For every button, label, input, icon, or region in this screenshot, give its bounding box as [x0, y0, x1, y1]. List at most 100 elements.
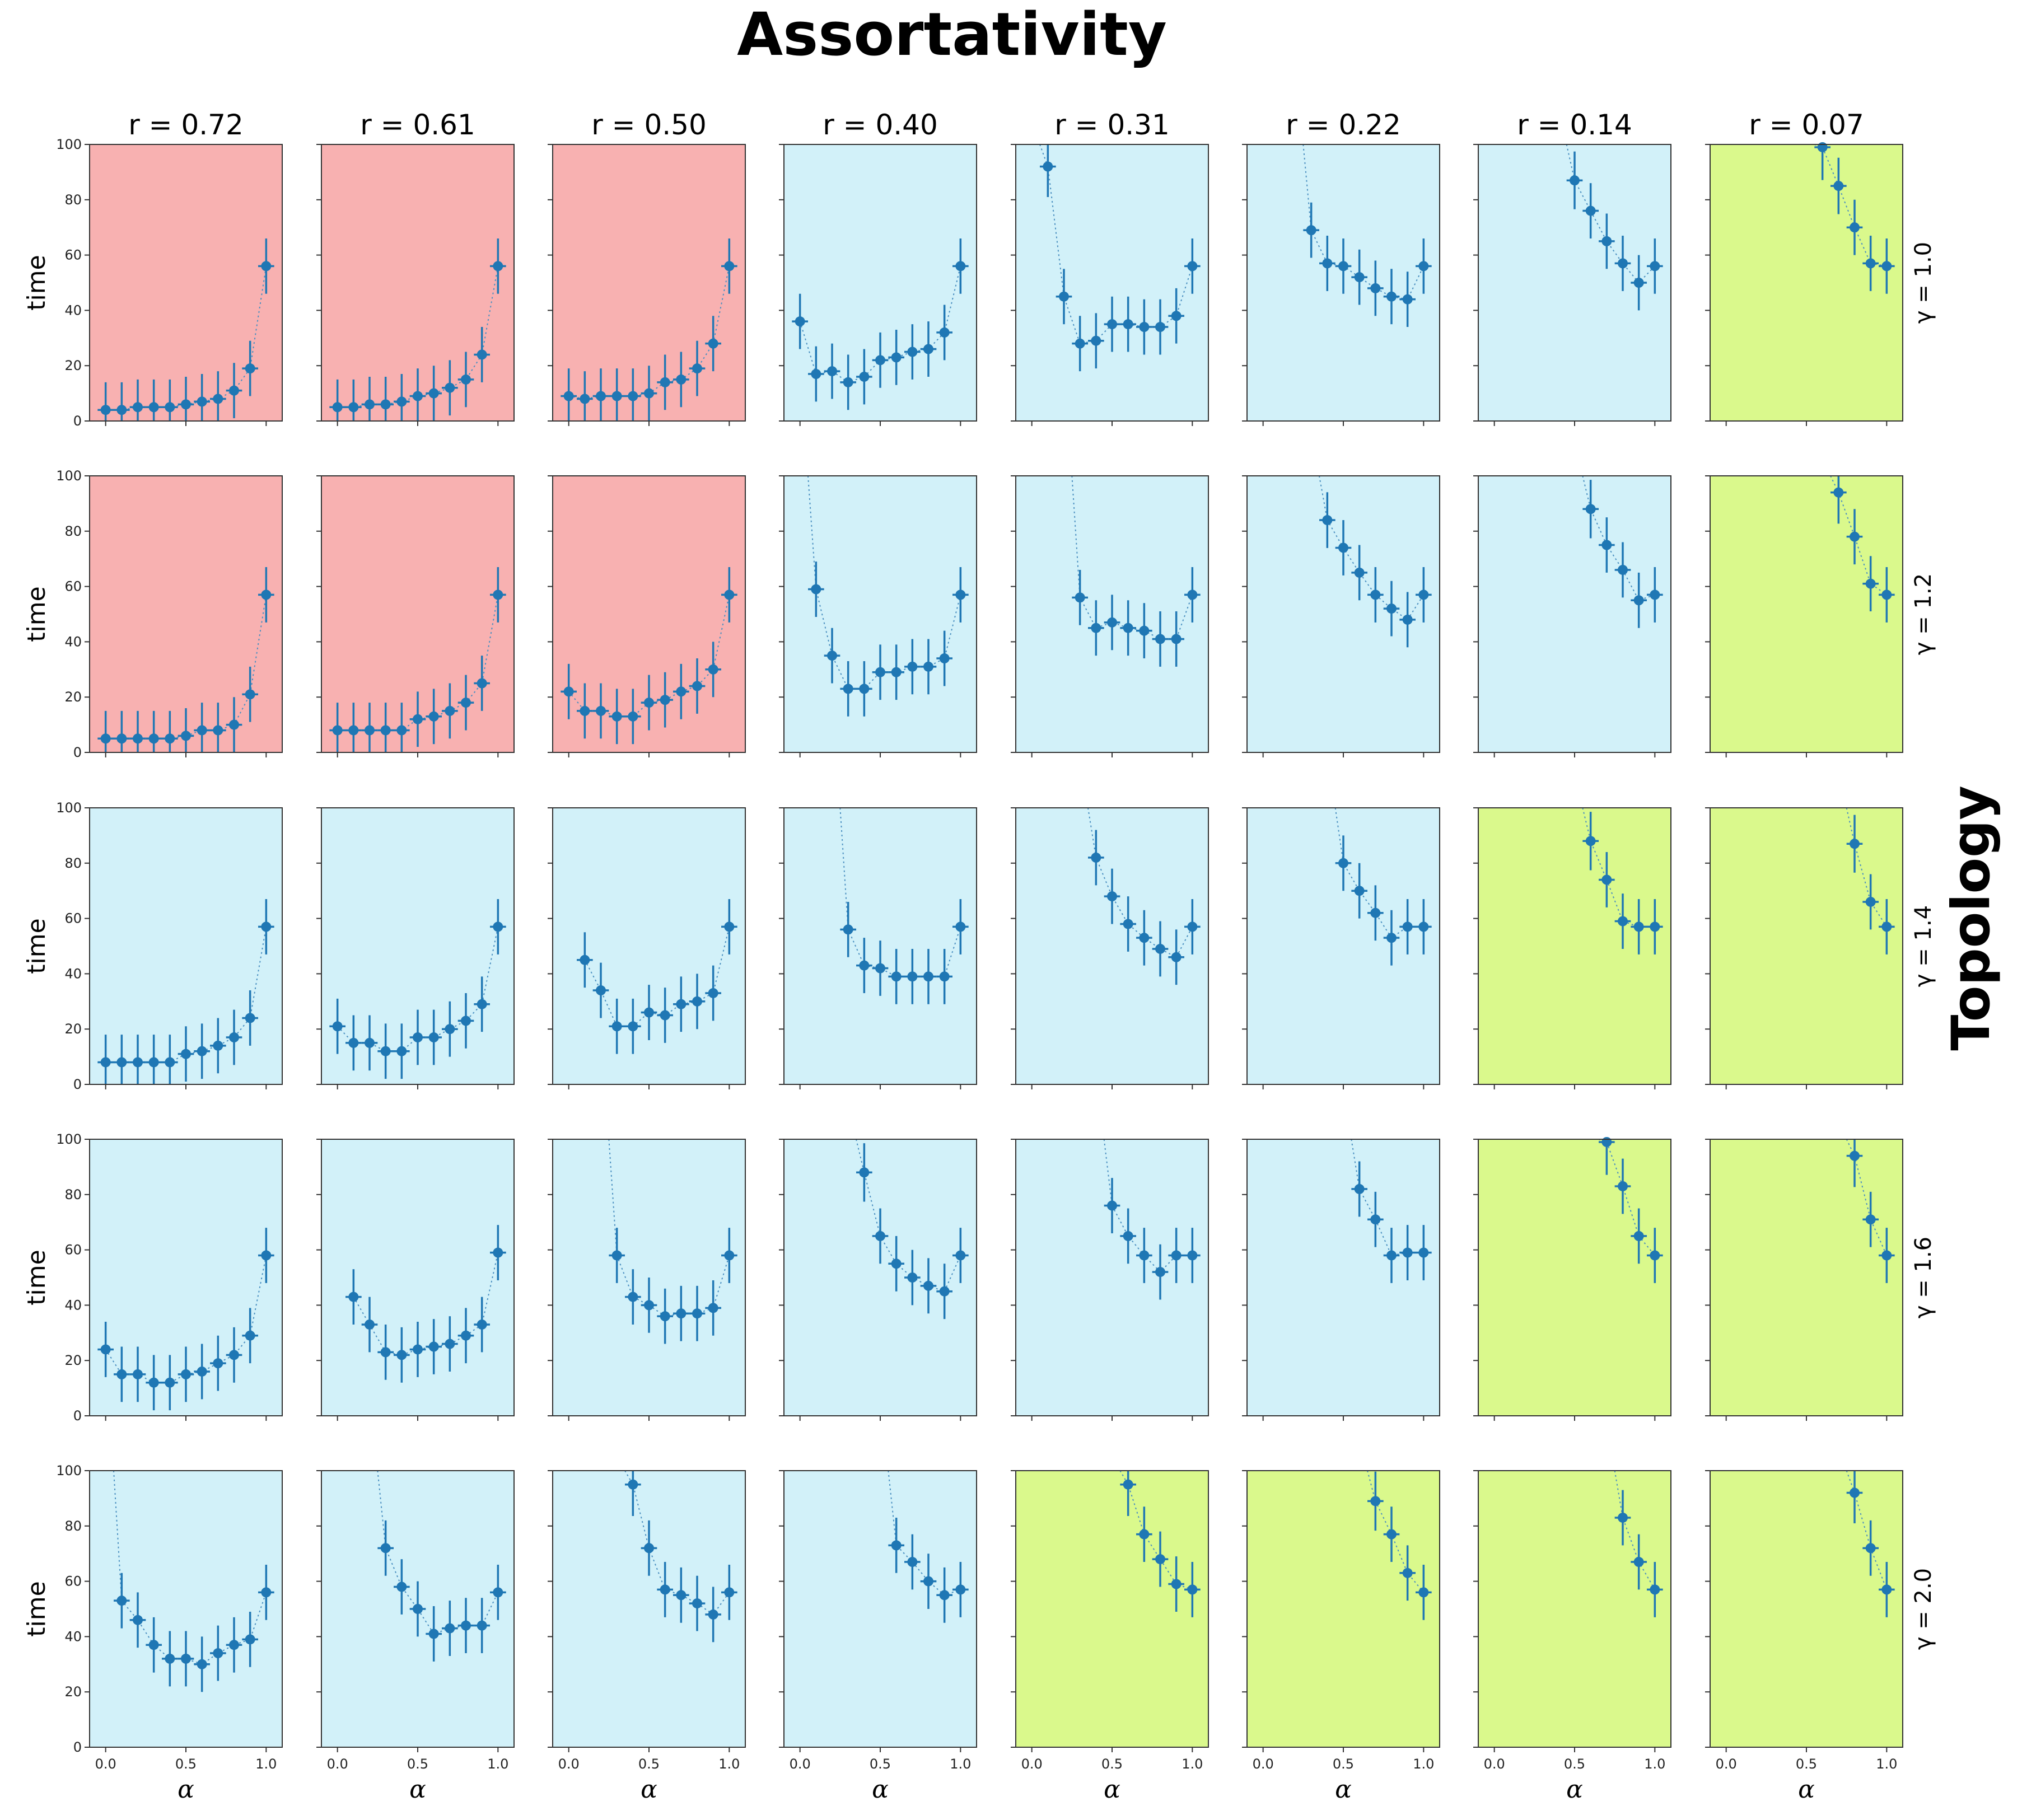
panel-background	[1478, 476, 1671, 752]
data-point	[875, 355, 885, 366]
data-point	[493, 589, 503, 600]
data-point	[213, 725, 223, 736]
data-point	[1370, 283, 1381, 293]
data-point	[477, 349, 487, 360]
panel-r4-c6: 0.0 0.5 1.0 α	[1473, 1470, 1671, 1804]
data-point	[100, 1344, 111, 1355]
data-point	[1833, 181, 1844, 191]
panel-frame	[552, 144, 746, 422]
trend-line	[1846, 1139, 1888, 1256]
data-point	[116, 1057, 127, 1068]
x-tick-label: 0.0	[558, 1756, 580, 1772]
data-point	[380, 1347, 391, 1358]
y-tick-label: 40	[64, 302, 82, 318]
data-point	[1881, 589, 1892, 600]
data-point	[1650, 1584, 1660, 1595]
data-point	[1139, 1250, 1150, 1261]
y-tick-label: 0	[73, 1739, 82, 1755]
panel-frame	[321, 807, 515, 1085]
data-point	[875, 1231, 885, 1241]
data-point	[197, 1659, 207, 1669]
data-point	[181, 1049, 191, 1059]
x-tick-label: 0.5	[1333, 1756, 1354, 1772]
y-tick-label: 40	[64, 1297, 82, 1313]
data-point	[413, 391, 423, 401]
data-point	[891, 667, 902, 677]
figure-title: Assortativity	[737, 0, 1167, 69]
data-point	[1386, 1250, 1397, 1261]
y-axis-label: time	[22, 1250, 51, 1305]
panel-r0-c5: r = 0.22	[1242, 109, 1440, 426]
data-point	[1370, 589, 1381, 600]
data-point	[133, 1369, 143, 1379]
panel-frame	[552, 807, 746, 1085]
panel-background	[1247, 1139, 1440, 1416]
data-point	[1171, 311, 1182, 321]
panel-frame	[1478, 1139, 1671, 1416]
panel-r0-c1: r = 0.61	[316, 109, 515, 426]
data-point	[827, 366, 837, 377]
data-point	[1322, 515, 1333, 526]
data-point	[676, 374, 687, 385]
x-tick-label: 1.0	[487, 1756, 508, 1772]
data-point	[261, 921, 272, 932]
data-point	[628, 1021, 638, 1032]
data-point	[875, 667, 885, 677]
y-tick-label: 20	[64, 1684, 82, 1700]
panel-background	[1247, 1471, 1440, 1747]
data-point	[213, 1648, 223, 1659]
data-point	[445, 1024, 455, 1035]
data-point	[413, 1344, 423, 1355]
panel-r1-c7: γ = 1.2	[1705, 475, 1936, 757]
panel-r4-c1: 0.0 0.5 1.0 α	[316, 1470, 515, 1804]
data-point	[955, 1584, 966, 1595]
data-point	[1107, 319, 1117, 330]
panel-frame	[321, 1470, 515, 1748]
data-point	[875, 963, 885, 974]
data-point	[413, 1032, 423, 1043]
data-point	[1354, 1183, 1365, 1194]
data-point	[1155, 634, 1165, 644]
data-point	[1402, 294, 1413, 305]
panel-background	[1710, 476, 1903, 752]
panel-frame	[783, 475, 977, 753]
x-tick-label: 0.5	[1564, 1756, 1585, 1772]
y-tick-label: 0	[73, 1408, 82, 1424]
data-point	[1585, 205, 1596, 216]
data-point	[428, 1032, 439, 1043]
data-point	[628, 711, 638, 722]
row-label: γ = 1.0	[1911, 242, 1936, 324]
panel-frame	[1015, 144, 1209, 422]
y-tick-label: 100	[56, 1463, 82, 1479]
x-tick-label: 0.5	[638, 1756, 660, 1772]
data-point	[493, 261, 503, 272]
data-point	[923, 661, 933, 672]
data-point	[1043, 161, 1053, 172]
data-point	[708, 338, 718, 349]
data-point	[181, 1653, 191, 1664]
panel-r1-c4	[1011, 475, 1209, 757]
data-point	[692, 1308, 702, 1319]
data-point	[692, 363, 702, 374]
data-point	[245, 1634, 255, 1645]
data-point	[1107, 1200, 1117, 1211]
trend-line	[1814, 144, 1887, 267]
x-tick-label: 0.5	[407, 1756, 428, 1772]
data-point	[332, 1021, 343, 1032]
x-tick-label: 1.0	[718, 1756, 740, 1772]
panel-frame	[783, 1470, 977, 1748]
x-tick-label: 0.0	[95, 1756, 116, 1772]
data-point	[229, 719, 239, 730]
panel-frame	[89, 807, 283, 1085]
y-tick-label: 100	[56, 137, 82, 152]
data-point	[563, 686, 574, 697]
data-point	[1618, 564, 1628, 575]
panel-r0-c4: r = 0.31	[1011, 109, 1209, 426]
data-point	[445, 1623, 455, 1634]
data-point	[1881, 921, 1892, 932]
data-point	[396, 1350, 407, 1360]
y-tick-label: 100	[56, 468, 82, 484]
data-point	[116, 1596, 127, 1606]
panel-frame	[321, 144, 515, 422]
data-point	[891, 1540, 902, 1551]
